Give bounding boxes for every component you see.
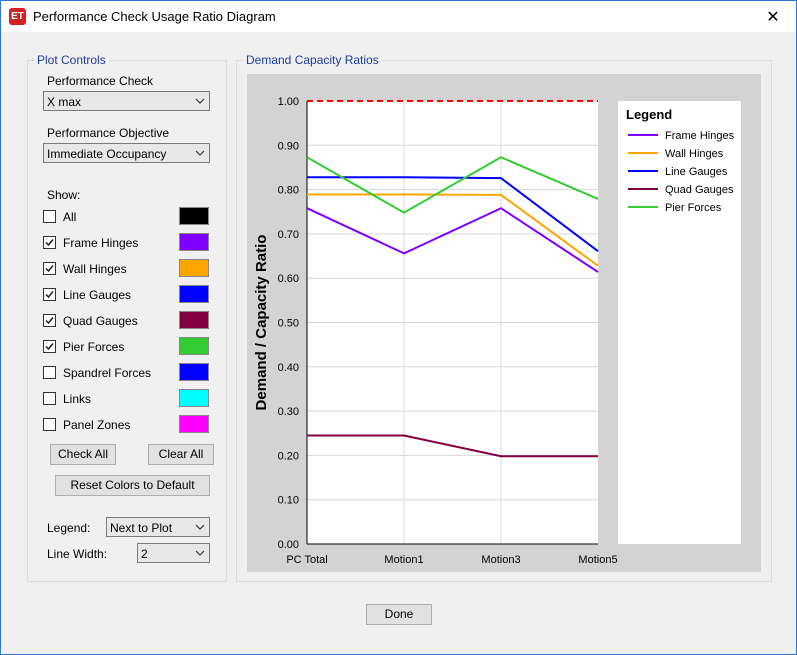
line-width-dropdown[interactable]: 2 bbox=[137, 543, 210, 563]
series-line-quad-gauges bbox=[307, 434, 598, 458]
y-tick-label: 0.60 bbox=[278, 273, 299, 285]
legend-label: Legend: bbox=[47, 521, 91, 535]
title-bar: ET Performance Check Usage Ratio Diagram… bbox=[1, 1, 796, 32]
etabs-app-icon: ET bbox=[9, 8, 26, 25]
y-tick-label: 0.90 bbox=[278, 140, 299, 152]
show-wall-hinges-color-swatch[interactable] bbox=[179, 259, 209, 277]
show-links-checkbox[interactable] bbox=[43, 392, 56, 405]
show-line-gauges-color-swatch[interactable] bbox=[179, 285, 209, 303]
y-tick-label: 1.00 bbox=[278, 96, 299, 108]
legend-entry-label: Quad Gauges bbox=[665, 184, 734, 196]
show-frame-hinges-color-swatch[interactable] bbox=[179, 233, 209, 251]
show-wall-hinges-checkbox[interactable] bbox=[43, 262, 56, 275]
checkmark-icon bbox=[45, 317, 54, 325]
y-tick-label: 0.00 bbox=[278, 539, 299, 551]
legend-entry-label: Frame Hinges bbox=[665, 130, 735, 142]
y-tick-label: 0.70 bbox=[278, 229, 299, 241]
performance-check-label: Performance Check bbox=[47, 74, 154, 88]
series-line-wall-hinges bbox=[307, 193, 599, 267]
y-tick-label: 0.20 bbox=[278, 450, 299, 462]
show-line-gauges-label: Line Gauges bbox=[63, 288, 132, 302]
series-line-pier-forces bbox=[306, 156, 599, 214]
check-all-button[interactable]: Check All bbox=[50, 444, 116, 465]
demand-capacity-title: Demand Capacity Ratios bbox=[243, 53, 382, 67]
performance-objective-value: Immediate Occupancy bbox=[47, 147, 167, 161]
demand-capacity-group: Demand Capacity Ratios bbox=[236, 53, 772, 582]
show-panel-zones-color-swatch[interactable] bbox=[179, 415, 209, 433]
clear-all-button[interactable]: Clear All bbox=[148, 444, 214, 465]
close-icon[interactable]: ✕ bbox=[766, 8, 780, 26]
checkmark-icon bbox=[45, 291, 54, 299]
x-tick-label: Motion1 bbox=[384, 554, 423, 566]
plot-controls-title: Plot Controls bbox=[34, 53, 109, 67]
legend-dropdown[interactable]: Next to Plot bbox=[106, 517, 210, 537]
chevron-down-icon bbox=[195, 150, 205, 156]
show-wall-hinges-label: Wall Hinges bbox=[63, 262, 127, 276]
checkmark-icon bbox=[45, 239, 54, 247]
show-pier-forces-color-swatch[interactable] bbox=[179, 337, 209, 355]
y-tick-label: 0.30 bbox=[278, 406, 299, 418]
x-tick-label: Motion5 bbox=[578, 554, 617, 566]
show-spandrel-forces-color-swatch[interactable] bbox=[179, 363, 209, 381]
line-width-label: Line Width: bbox=[47, 547, 108, 561]
show-panel-zones-checkbox[interactable] bbox=[43, 418, 56, 431]
show-all-label: All bbox=[63, 210, 77, 224]
show-spandrel-forces-label: Spandrel Forces bbox=[63, 366, 152, 380]
reset-colors-button[interactable]: Reset Colors to Default bbox=[55, 475, 210, 496]
show-links-label: Links bbox=[63, 392, 92, 406]
y-tick-label: 0.80 bbox=[278, 185, 299, 197]
checkmark-icon bbox=[45, 343, 54, 351]
legend-entry-label: Pier Forces bbox=[665, 202, 722, 214]
legend-value: Next to Plot bbox=[110, 521, 173, 535]
y-tick-label: 0.10 bbox=[278, 495, 299, 507]
legend-title: Legend bbox=[626, 107, 672, 122]
y-axis-title: Demand / Capacity Ratio bbox=[253, 235, 270, 411]
done-button[interactable]: Done bbox=[366, 604, 432, 625]
series-line-frame-hinges bbox=[306, 207, 599, 273]
performance-objective-label: Performance Objective bbox=[47, 126, 170, 140]
x-tick-label: Motion3 bbox=[481, 554, 520, 566]
chevron-down-icon bbox=[195, 98, 205, 104]
series-line-line-gauges bbox=[307, 176, 599, 252]
plot-area: 0.00 0.10 0.20 0.30 0.40 0.50 0.60 0.70 0.80 0.90… bbox=[247, 74, 761, 572]
show-label: Show: bbox=[47, 188, 81, 202]
performance-check-value: X max bbox=[47, 95, 82, 109]
performance-check-dropdown[interactable]: X max bbox=[43, 91, 210, 111]
chevron-down-icon bbox=[195, 550, 205, 556]
dcr-line-chart: 0.00 0.10 0.20 0.30 0.40 0.50 0.60 0.70 0.80 0.90… bbox=[253, 96, 741, 566]
show-spandrel-forces-checkbox[interactable] bbox=[43, 366, 56, 379]
show-pier-forces-checkbox[interactable] bbox=[43, 340, 56, 353]
show-quad-gauges-checkbox[interactable] bbox=[43, 314, 56, 327]
show-quad-gauges-color-swatch[interactable] bbox=[179, 311, 209, 329]
show-panel-zones-label: Panel Zones bbox=[63, 418, 131, 432]
legend-entry-label: Line Gauges bbox=[665, 166, 728, 178]
performance-objective-dropdown[interactable]: Immediate Occupancy bbox=[43, 143, 210, 163]
y-tick-label: 0.40 bbox=[278, 362, 299, 374]
show-line-gauges-checkbox[interactable] bbox=[43, 288, 56, 301]
y-tick-label: 0.50 bbox=[278, 318, 299, 330]
legend-box bbox=[618, 101, 741, 544]
show-frame-hinges-checkbox[interactable] bbox=[43, 236, 56, 249]
chevron-down-icon bbox=[195, 524, 205, 530]
show-links-color-swatch[interactable] bbox=[179, 389, 209, 407]
plot-controls-group: Plot Controls bbox=[27, 53, 227, 582]
show-quad-gauges-label: Quad Gauges bbox=[63, 314, 138, 328]
show-all-checkbox[interactable] bbox=[43, 210, 56, 223]
show-all-color-swatch[interactable] bbox=[179, 207, 209, 225]
window-title: Performance Check Usage Ratio Diagram bbox=[33, 9, 276, 24]
x-tick-label: PC Total bbox=[286, 554, 327, 566]
legend-entry-label: Wall Hinges bbox=[665, 148, 724, 160]
line-width-value: 2 bbox=[141, 547, 148, 561]
show-pier-forces-label: Pier Forces bbox=[63, 340, 125, 354]
show-frame-hinges-label: Frame Hinges bbox=[63, 236, 139, 250]
checkmark-icon bbox=[45, 265, 54, 273]
